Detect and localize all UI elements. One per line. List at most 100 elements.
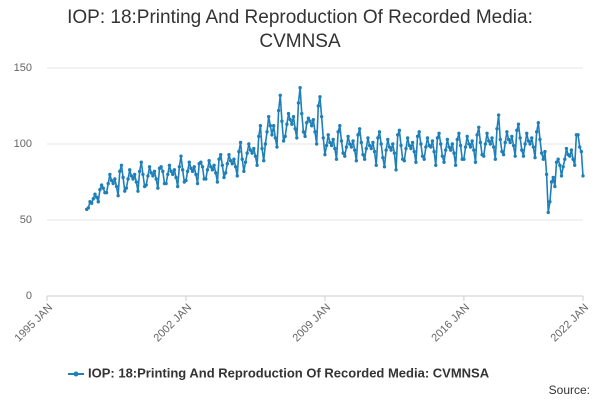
point xyxy=(331,137,335,142)
point xyxy=(415,134,420,139)
point xyxy=(386,137,390,142)
point xyxy=(187,160,191,164)
point xyxy=(510,134,514,139)
point xyxy=(361,152,365,157)
point xyxy=(520,148,524,152)
point xyxy=(185,169,190,174)
point xyxy=(392,151,397,155)
x-tick-label: 2002 JAN xyxy=(151,302,194,345)
point xyxy=(146,174,150,178)
point xyxy=(348,142,352,146)
point xyxy=(285,122,289,126)
point xyxy=(123,189,127,193)
point xyxy=(447,145,451,149)
point xyxy=(539,151,544,155)
point xyxy=(439,142,443,146)
point xyxy=(305,121,309,125)
point xyxy=(152,169,157,174)
point xyxy=(228,159,233,163)
point xyxy=(273,136,277,140)
point xyxy=(288,117,292,122)
point xyxy=(579,149,584,154)
point xyxy=(177,165,182,169)
point xyxy=(376,136,380,140)
point xyxy=(257,134,261,139)
point xyxy=(316,104,321,108)
point xyxy=(247,142,251,146)
point xyxy=(452,151,456,155)
point xyxy=(399,143,403,148)
point xyxy=(260,146,264,151)
point xyxy=(473,160,478,164)
point xyxy=(137,169,142,174)
point xyxy=(235,174,239,178)
point xyxy=(346,134,350,139)
point xyxy=(356,133,360,137)
point xyxy=(86,206,91,210)
point xyxy=(204,177,208,181)
point xyxy=(453,163,458,167)
point xyxy=(217,157,221,161)
point xyxy=(314,142,319,146)
point xyxy=(528,142,532,146)
point xyxy=(468,145,473,149)
x-tick-label: 1995 JAN xyxy=(13,302,56,345)
point xyxy=(523,142,527,146)
point xyxy=(171,172,175,177)
point xyxy=(295,136,299,140)
point xyxy=(463,145,468,149)
y-tick-label: 150 xyxy=(14,62,32,74)
point xyxy=(414,160,418,164)
point xyxy=(303,134,307,139)
point xyxy=(568,154,572,158)
point xyxy=(498,137,502,142)
point xyxy=(506,137,511,142)
point xyxy=(326,133,330,137)
point xyxy=(98,187,102,192)
point xyxy=(412,149,416,154)
point xyxy=(255,163,259,167)
point xyxy=(405,136,410,140)
point xyxy=(477,125,481,129)
point xyxy=(432,149,436,154)
point xyxy=(128,168,132,172)
point xyxy=(487,139,491,143)
point xyxy=(379,142,383,146)
point xyxy=(564,146,569,151)
point xyxy=(409,146,413,151)
point xyxy=(207,159,211,163)
point xyxy=(220,163,225,167)
point xyxy=(443,148,448,152)
point xyxy=(212,163,216,167)
point xyxy=(448,148,453,152)
point xyxy=(371,140,375,145)
point xyxy=(266,114,271,119)
point xyxy=(513,154,517,158)
point xyxy=(156,186,160,190)
point xyxy=(420,154,425,158)
point xyxy=(106,181,110,186)
point xyxy=(354,159,359,163)
point xyxy=(93,192,97,196)
point xyxy=(475,133,479,137)
point xyxy=(313,130,317,134)
point xyxy=(243,160,248,164)
point xyxy=(214,171,218,175)
point xyxy=(338,124,342,128)
point xyxy=(382,165,387,169)
y-tick-label: 50 xyxy=(20,214,32,226)
point xyxy=(309,124,314,128)
point xyxy=(286,111,291,116)
point xyxy=(124,186,129,190)
point xyxy=(200,165,205,169)
point xyxy=(417,130,421,134)
point xyxy=(199,160,203,164)
x-tick-label: 2016 JAN xyxy=(429,302,472,345)
point xyxy=(344,145,349,149)
point xyxy=(113,177,117,181)
point xyxy=(397,128,402,133)
point xyxy=(144,183,148,187)
point xyxy=(230,162,234,166)
point xyxy=(301,130,306,134)
